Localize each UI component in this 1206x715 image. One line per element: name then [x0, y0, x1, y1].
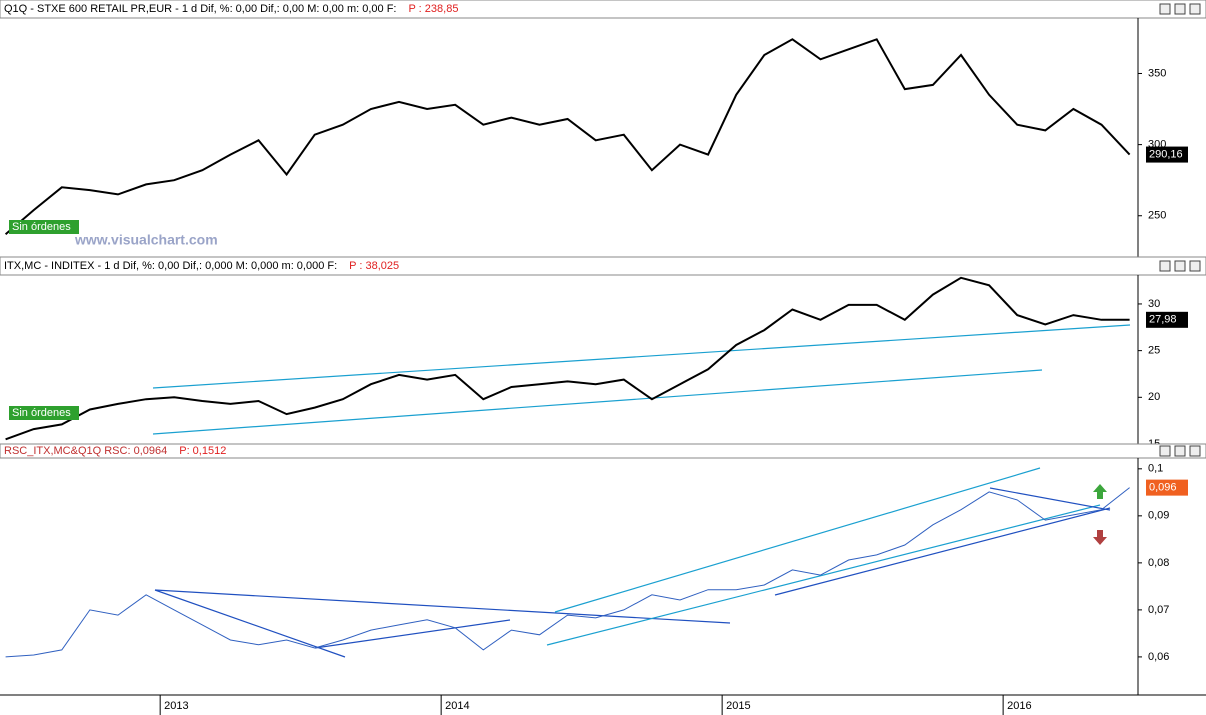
y-tick-label: 0,1	[1148, 463, 1163, 475]
panel-title: Q1Q - STXE 600 RETAIL PR,EUR - 1 d Dif, …	[4, 3, 396, 15]
order-badge	[9, 406, 79, 420]
close-button[interactable]	[1189, 3, 1201, 15]
panel-title: ITX,MC - INDITEX - 1 d Dif, %: 0,00 Dif,…	[4, 260, 337, 272]
trend-line	[152, 369, 1043, 435]
trend-line	[152, 324, 1131, 389]
price-label: P : 238,85	[408, 3, 458, 15]
trend-line	[554, 467, 1041, 613]
up-arrow	[1093, 484, 1107, 499]
maximize-button[interactable]	[1174, 3, 1186, 15]
last-value-box	[1146, 479, 1188, 496]
price-label: P : 38,025	[349, 260, 399, 272]
trend-line	[774, 507, 1111, 596]
trend-line	[154, 589, 346, 658]
trend-line	[314, 619, 511, 649]
last-value-box	[1146, 311, 1188, 328]
order-badge-label: Sin órdenes	[12, 221, 71, 233]
y-tick-label: 0,09	[1148, 510, 1169, 522]
x-tick-label: 2016	[1007, 700, 1031, 712]
y-tick-label: 250	[1148, 210, 1166, 222]
minimize-button[interactable]	[1159, 3, 1171, 15]
y-tick-label: 0,07	[1148, 604, 1169, 616]
watermark: www.visualchart.com	[74, 232, 218, 248]
x-tick-label: 2013	[164, 700, 188, 712]
panel-header	[0, 443, 1206, 459]
last-value-box	[1146, 146, 1188, 163]
y-tick-label: 25	[1148, 345, 1160, 357]
minimize-button[interactable]	[1159, 260, 1171, 272]
minimize-button[interactable]	[1159, 445, 1171, 457]
down-arrow	[1093, 530, 1107, 545]
y-tick-label: 0,08	[1148, 557, 1169, 569]
close-button[interactable]	[1189, 445, 1201, 457]
panel-header	[0, 256, 1206, 276]
y-tick-label: 30	[1148, 298, 1160, 310]
order-badge	[9, 220, 79, 234]
maximize-button[interactable]	[1174, 260, 1186, 272]
price-line	[5, 276, 1130, 441]
price-line	[4, 38, 1131, 235]
maximize-button[interactable]	[1174, 445, 1186, 457]
price-label: P: 0,1512	[179, 445, 226, 457]
x-tick-label: 2015	[726, 700, 750, 712]
last-value-label: 0,096	[1149, 482, 1177, 494]
panel-title: RSC_ITX,MC&Q1Q RSC: 0,0964	[4, 445, 167, 457]
trend-line	[989, 487, 1111, 511]
last-value-label: 27,98	[1149, 314, 1177, 326]
trend-line	[154, 589, 731, 624]
trend-line	[546, 504, 1101, 646]
close-button[interactable]	[1189, 260, 1201, 272]
price-line	[5, 487, 1130, 658]
panel-header	[0, 0, 1206, 19]
y-tick-label: 350	[1148, 67, 1166, 79]
order-badge-label: Sin órdenes	[12, 407, 71, 419]
y-tick-label: 0,06	[1148, 651, 1169, 663]
x-tick-label: 2014	[445, 700, 469, 712]
last-value-label: 290,16	[1149, 148, 1183, 160]
y-tick-label: 20	[1148, 391, 1160, 403]
